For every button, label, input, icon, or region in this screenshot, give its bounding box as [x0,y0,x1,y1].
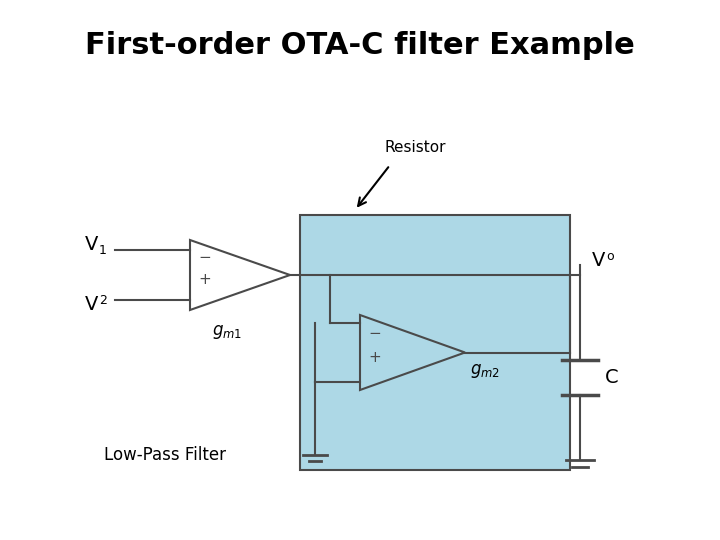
Bar [300,215,570,470]
Text: C: C [605,368,618,387]
Text: $+$: $+$ [368,350,381,365]
Text: $-$: $-$ [198,248,211,264]
Text: $+$: $+$ [198,273,211,287]
Text: First-order OTA-C filter Example: First-order OTA-C filter Example [85,30,635,59]
Text: 1: 1 [99,244,107,256]
Text: V: V [592,252,606,271]
Text: V: V [85,295,99,314]
Text: Low-Pass Filter: Low-Pass Filter [104,446,226,464]
Text: $-$: $-$ [368,323,381,339]
Text: V: V [85,235,99,254]
Text: o: o [606,251,613,264]
Text: $g_{m2}$: $g_{m2}$ [470,361,500,380]
Text: $g_{m1}$: $g_{m1}$ [212,323,242,341]
Text: Resistor: Resistor [384,140,446,156]
Text: 2: 2 [99,294,107,307]
